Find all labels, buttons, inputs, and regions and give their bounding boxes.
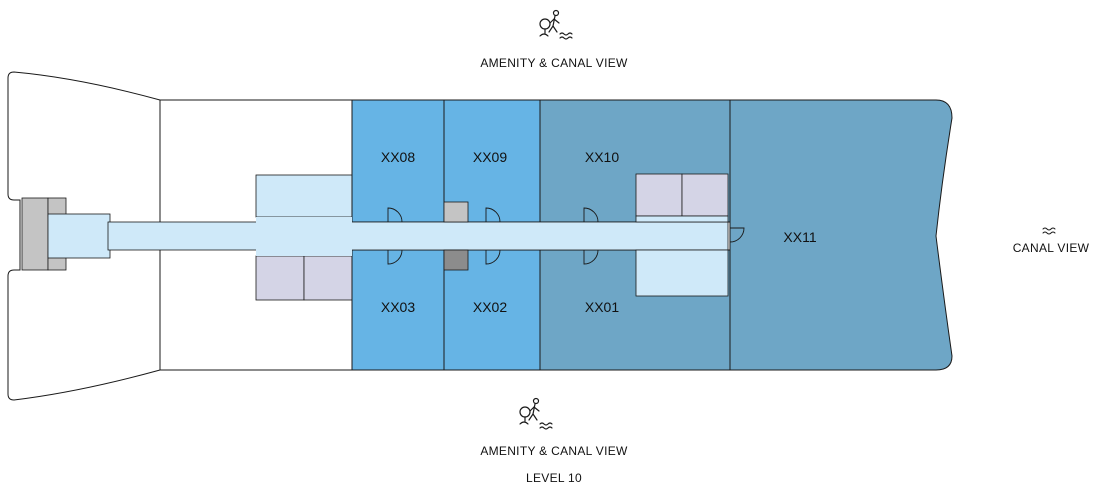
storage-left-bottom-b [303,255,353,301]
view-label-top: AMENITY & CANAL VIEW [480,56,628,70]
unit-label-xx09: XX09 [473,149,507,165]
unit-label-xx11: XX11 [783,229,816,245]
corridor-lobby [256,217,352,256]
door-swings [387,207,745,265]
unit-label-xx10: XX10 [585,149,619,165]
shaft-bottom [443,249,469,271]
storage-right-bottom [635,249,729,297]
storage-left-bottom-a [255,255,305,301]
shaft-top [443,201,469,223]
storage-left-top [255,174,353,218]
storage-right-top-b [681,173,729,217]
storage-right-top-c [635,215,729,223]
unit-label-xx08: XX08 [381,149,415,165]
person-walking-by-water-icon [539,9,573,40]
unit-xx03[interactable] [351,249,445,371]
left-core [21,197,111,271]
corridor [107,221,729,251]
unit-xx08[interactable] [351,99,445,223]
level-label: LEVEL 10 [526,471,582,485]
view-label-right: CANAL VIEW [1012,241,1090,255]
unit-label-xx01: XX01 [585,299,619,315]
view-label-bottom: AMENITY & CANAL VIEW [480,444,628,458]
storage-right-top-a [635,173,683,217]
water-waves-icon [1042,227,1056,235]
unit-label-xx03: XX03 [381,299,415,315]
person-walking-by-water-icon [519,397,553,430]
unit-xx11[interactable] [729,99,953,371]
unit-label-xx02: XX02 [473,299,507,315]
